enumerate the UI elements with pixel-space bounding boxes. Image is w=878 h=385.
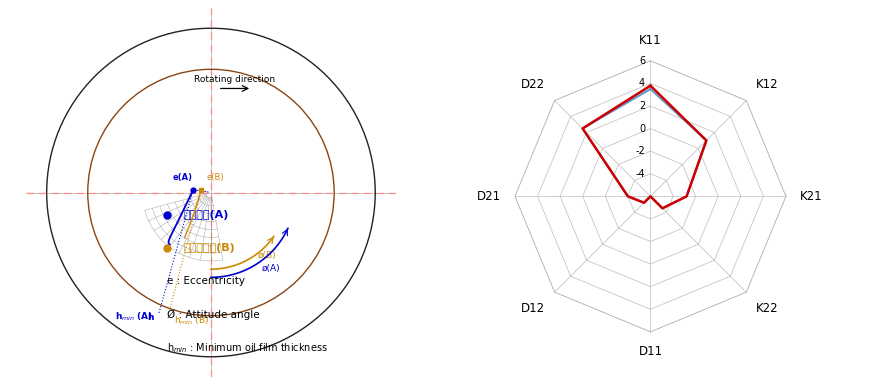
Text: 2: 2 xyxy=(638,101,644,111)
Text: K12: K12 xyxy=(755,78,778,91)
Text: ø(B): ø(B) xyxy=(257,251,276,260)
Text: 4: 4 xyxy=(638,79,644,89)
Text: Ø : Attitude angle: Ø : Attitude angle xyxy=(167,310,259,320)
Text: D12: D12 xyxy=(521,302,544,315)
Text: h$_{min}$ (A): h$_{min}$ (A) xyxy=(115,311,154,323)
Text: D22: D22 xyxy=(521,78,544,91)
Text: -4: -4 xyxy=(635,169,644,179)
Text: 6: 6 xyxy=(638,56,644,66)
Text: ø(A): ø(A) xyxy=(262,264,280,273)
Text: e : Eccentricity: e : Eccentricity xyxy=(167,276,244,286)
Text: K21: K21 xyxy=(799,190,821,203)
Text: K11: K11 xyxy=(638,34,661,47)
Text: e(B): e(B) xyxy=(206,173,224,182)
Text: -2: -2 xyxy=(635,146,644,156)
Text: h: h xyxy=(147,313,154,322)
Text: h$_{min}$ (B): h$_{min}$ (B) xyxy=(174,315,209,327)
Text: e(A): e(A) xyxy=(172,173,192,182)
Text: D11: D11 xyxy=(637,345,662,358)
Text: Rotating direction: Rotating direction xyxy=(193,75,275,84)
Text: h$_{min}$ : Minimum oil film thickness: h$_{min}$ : Minimum oil film thickness xyxy=(167,341,327,355)
Text: D21: D21 xyxy=(477,190,500,203)
Text: 화이트메탈(B): 화이트메탈(B) xyxy=(183,243,234,253)
Text: 0: 0 xyxy=(638,124,644,134)
Text: K22: K22 xyxy=(755,302,778,315)
Text: 복합소재(A): 복합소재(A) xyxy=(183,210,228,220)
